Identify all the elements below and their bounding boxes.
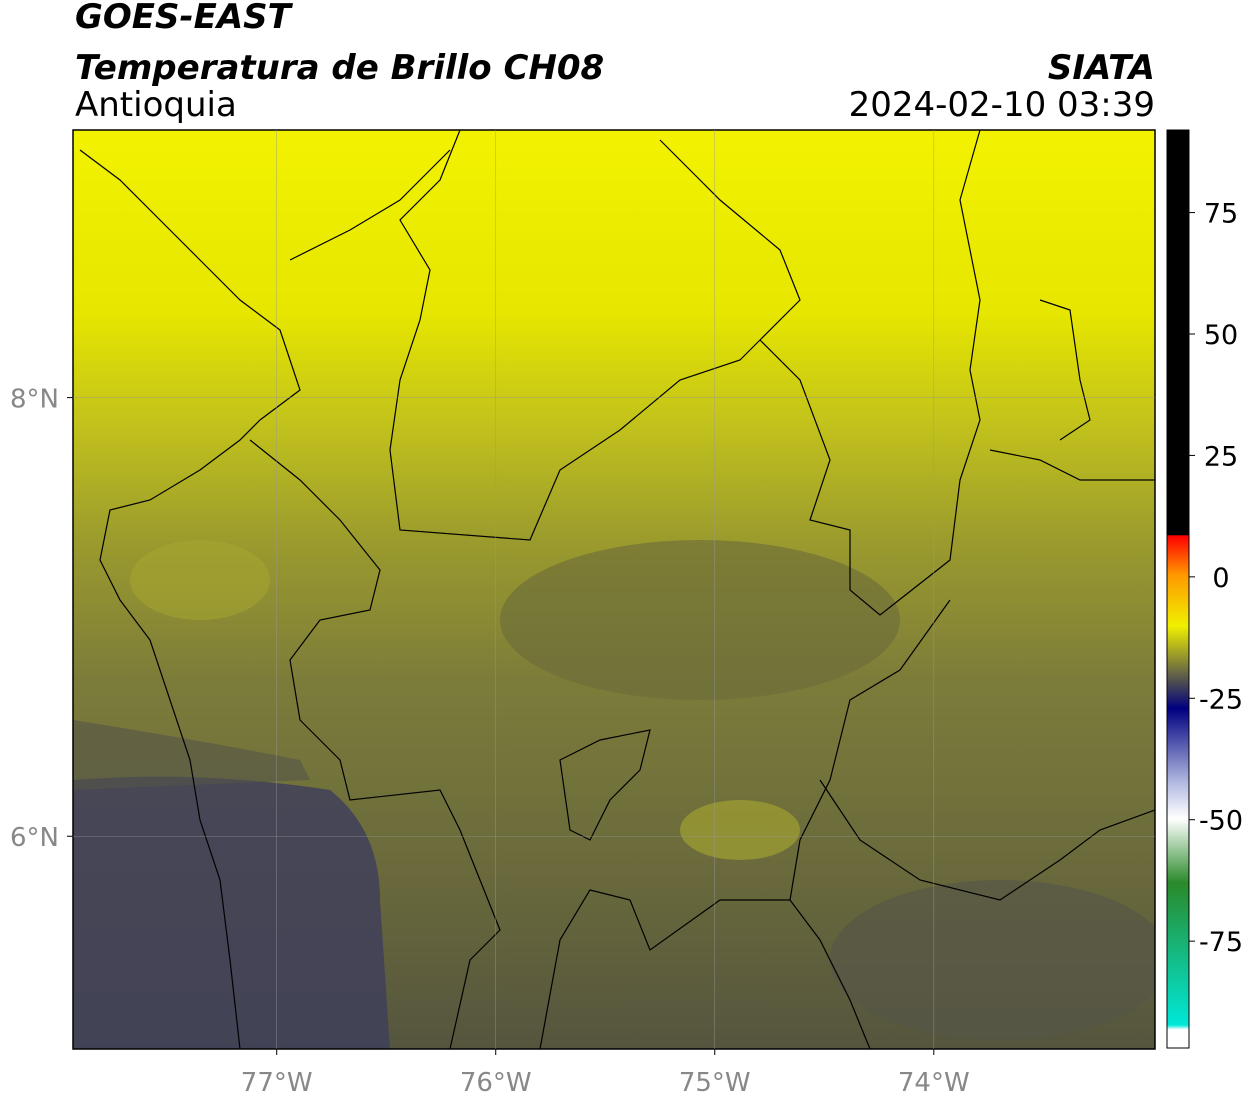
- region-title: Antioquia: [75, 85, 237, 125]
- satellite-title: GOES-EAST: [75, 0, 294, 37]
- warm-patch: [130, 540, 270, 620]
- borders: [79, 130, 1155, 1049]
- x-tick-label: 74°W: [898, 1068, 970, 1098]
- map-area: [73, 130, 1155, 1049]
- colorbar: [1166, 129, 1190, 1049]
- warm-patch: [680, 800, 800, 860]
- source-title: SIATA: [1048, 48, 1155, 88]
- product-title: Temperatura de Brillo CH08: [75, 48, 604, 88]
- colorbar-tick-label: 0: [1212, 563, 1229, 594]
- colorbar-tick-label: 75: [1204, 199, 1238, 230]
- cold-cloud: [73, 776, 390, 1049]
- cloud-patch: [500, 540, 900, 700]
- colorbar-tick-label: -75: [1199, 927, 1243, 958]
- x-tick-label: 76°W: [460, 1068, 532, 1098]
- y-tick-label: 8°N: [10, 385, 59, 415]
- x-tick-label: 75°W: [679, 1068, 751, 1098]
- map-frame: [72, 129, 1156, 1050]
- datetime: 2024-02-10 03:39: [849, 85, 1155, 125]
- x-tick-label: 77°W: [241, 1068, 313, 1098]
- colorbar-tick-label: 50: [1204, 320, 1238, 351]
- y-tick-label: 6°N: [10, 823, 59, 853]
- cloud-patch: [830, 880, 1155, 1040]
- colorbar-tick-label: 25: [1204, 441, 1238, 472]
- colorbar-tick-label: -50: [1199, 806, 1243, 837]
- colorbar-tick-label: -25: [1199, 684, 1243, 715]
- cloud-band: [73, 720, 310, 790]
